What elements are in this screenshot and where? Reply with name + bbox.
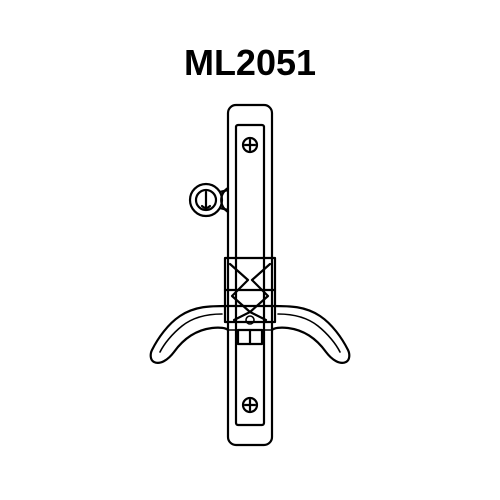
inner-plate	[236, 125, 264, 425]
product-diagram-card: ML2051	[0, 0, 500, 500]
lever-left-inner	[160, 314, 222, 352]
bottom-screw-icon	[243, 398, 257, 412]
indicator-window	[238, 330, 262, 344]
latch-region	[225, 258, 275, 322]
lever-right-inner	[278, 314, 340, 352]
outer-plate	[228, 105, 272, 445]
key-cylinder-icon	[190, 184, 228, 216]
top-screw-icon	[243, 138, 257, 152]
product-model-title: ML2051	[0, 42, 500, 84]
